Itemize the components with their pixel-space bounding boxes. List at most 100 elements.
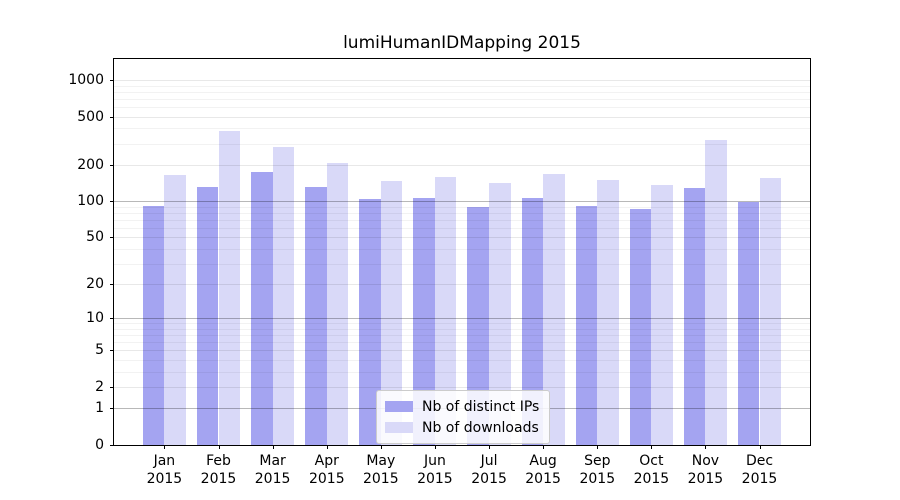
y-tick-50 xyxy=(110,237,114,239)
bar-distinct-ips-jul xyxy=(467,207,489,445)
gridline-100 xyxy=(114,201,810,203)
gridline-2 xyxy=(114,387,810,388)
y-axis: 0 1 2 5 10 20 50 100 200 500 1000 xyxy=(0,59,114,453)
x-tick-mar xyxy=(272,445,274,449)
y-tick-1 xyxy=(110,408,114,410)
y-tick-label-5: 5 xyxy=(95,342,104,359)
bar-distinct-ips-apr xyxy=(305,187,327,445)
gridline-200 xyxy=(114,164,810,166)
gridline-minor xyxy=(114,206,810,208)
legend: Nb of distinct IPs Nb of downloads xyxy=(376,390,551,444)
x-tick-oct xyxy=(651,445,653,449)
y-tick-label-10: 10 xyxy=(86,310,104,327)
bar-downloads-oct xyxy=(651,185,673,445)
bar-distinct-ips-nov xyxy=(683,187,706,445)
bar-distinct-ips-may xyxy=(359,198,381,445)
y-tick-10 xyxy=(110,318,114,320)
gridlines-layer xyxy=(114,59,810,445)
gridline-minor xyxy=(114,107,810,108)
gridline-minor xyxy=(114,219,810,221)
bar-distinct-ips-feb xyxy=(196,187,219,445)
bar-downloads-aug xyxy=(543,174,565,445)
y-tick-label-500: 500 xyxy=(77,108,104,125)
gridline-minor xyxy=(114,212,810,214)
x-tick-dec xyxy=(759,445,761,449)
y-tick-20 xyxy=(110,284,114,286)
bar-downloads-sep xyxy=(597,180,619,445)
gridline-minor xyxy=(114,227,810,229)
x-tick-may xyxy=(380,445,382,449)
bar-downloads-jan xyxy=(164,175,186,445)
gridline-minor xyxy=(114,85,810,87)
bar-downloads-nov xyxy=(705,140,727,445)
bar-downloads-jul xyxy=(489,182,511,445)
bar-distinct-ips-dec xyxy=(737,202,760,445)
legend-swatch-downloads xyxy=(385,422,413,433)
gridline-minor xyxy=(114,98,810,100)
gridline-minor xyxy=(114,335,810,337)
bar-downloads-jun xyxy=(434,176,457,445)
y-tick-500 xyxy=(110,116,114,118)
x-tick-label-dec: Dec 2015 xyxy=(741,453,778,487)
x-tick-label-jan: Jan 2015 xyxy=(146,453,183,487)
x-tick-label-mar: Mar 2015 xyxy=(254,453,291,487)
y-tick-label-1: 1 xyxy=(95,400,104,417)
x-tick-sep xyxy=(597,445,599,449)
gridline-1000 xyxy=(114,80,810,81)
x-tick-jul xyxy=(489,445,491,449)
gridline-minor xyxy=(114,143,810,145)
x-tick-feb xyxy=(218,445,220,449)
gridline-minor xyxy=(114,263,810,265)
y-tick-label-50: 50 xyxy=(86,229,104,246)
y-tick-label-200: 200 xyxy=(77,156,104,173)
x-tick-label-nov: Nov 2015 xyxy=(687,453,724,487)
y-tick-label-1000: 1000 xyxy=(68,72,104,88)
bar-distinct-ips-aug xyxy=(521,197,544,445)
legend-swatch-distinct-ips xyxy=(385,401,413,412)
x-tick-apr xyxy=(326,445,328,449)
gridline-minor xyxy=(114,323,810,325)
plot-area: Nb of distinct IPs Nb of downloads xyxy=(113,58,811,446)
legend-item-downloads: Nb of downloads xyxy=(385,417,539,438)
gridline-500 xyxy=(114,116,810,118)
gridline-5 xyxy=(114,350,810,352)
legend-label-distinct-ips: Nb of distinct IPs xyxy=(422,398,540,415)
x-tick-nov xyxy=(705,445,707,449)
gridline-minor xyxy=(114,91,810,93)
x-tick-aug xyxy=(543,445,545,449)
gridline-minor xyxy=(114,360,810,361)
y-tick-2 xyxy=(110,387,114,388)
y-tick-label-100: 100 xyxy=(77,193,104,210)
x-tick-jan xyxy=(164,445,166,449)
bar-distinct-ips-jun xyxy=(413,197,435,445)
gridline-50 xyxy=(114,237,810,239)
bars-layer xyxy=(114,59,810,445)
gridline-10 xyxy=(114,318,810,320)
y-tick-200 xyxy=(110,164,114,166)
x-tick-label-feb: Feb 2015 xyxy=(200,453,237,487)
bar-downloads-may xyxy=(380,181,403,445)
y-tick-100 xyxy=(110,201,114,203)
y-tick-label-20: 20 xyxy=(86,276,104,293)
y-tick-0 xyxy=(110,445,114,446)
bar-distinct-ips-jan xyxy=(142,205,165,445)
bar-downloads-feb xyxy=(218,130,241,445)
x-tick-jun xyxy=(434,445,436,449)
x-tick-label-apr: Apr 2015 xyxy=(308,453,345,487)
x-axis: Jan 2015 Feb 2015 Mar 2015 Apr 2015 May 2015 Jun 20… xyxy=(114,445,810,500)
gridline-minor xyxy=(114,248,810,250)
chart-title: lumiHumanIDMapping 2015 xyxy=(343,33,581,53)
x-tick-label-sep: Sep 2015 xyxy=(579,453,616,487)
y-tick-label-0: 0 xyxy=(95,437,104,453)
bar-distinct-ips-oct xyxy=(629,209,652,445)
legend-item-distinct-ips: Nb of distinct IPs xyxy=(385,396,539,417)
bar-downloads-dec xyxy=(759,177,782,445)
bar-downloads-apr xyxy=(326,163,349,445)
x-tick-label-aug: Aug 2015 xyxy=(525,453,561,487)
gridline-minor xyxy=(114,342,810,344)
bar-distinct-ips-sep xyxy=(575,206,598,445)
gridline-minor xyxy=(114,328,810,330)
legend-label-downloads: Nb of downloads xyxy=(422,419,539,436)
gridline-minor xyxy=(114,371,810,373)
gridline-minor xyxy=(114,128,810,130)
